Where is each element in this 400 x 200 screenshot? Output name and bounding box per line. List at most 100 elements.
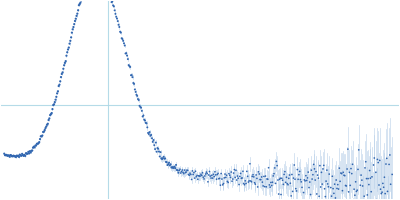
Point (128, 74, 134, 77)
Point (133, 93, 140, 96)
Point (339, 189, 346, 192)
Point (314, 192, 320, 196)
Point (383, 162, 389, 166)
Point (370, 163, 377, 167)
Point (324, 182, 331, 186)
Point (233, 169, 239, 172)
Point (268, 184, 275, 187)
Point (237, 175, 243, 178)
Point (122, 44, 128, 47)
Point (278, 177, 285, 180)
Point (381, 176, 388, 179)
Point (342, 184, 349, 187)
Point (161, 157, 168, 160)
Point (346, 190, 352, 193)
Point (349, 163, 356, 166)
Point (201, 177, 207, 181)
Point (150, 138, 157, 142)
Point (322, 195, 328, 198)
Point (49, 107, 56, 111)
Point (250, 173, 256, 176)
Point (242, 179, 248, 182)
Point (305, 171, 312, 174)
Point (8, 154, 14, 157)
Point (149, 137, 155, 140)
Point (137, 105, 144, 109)
Point (234, 174, 241, 178)
Point (44, 122, 51, 125)
Point (316, 195, 322, 198)
Point (167, 164, 173, 167)
Point (186, 174, 192, 177)
Point (374, 198, 380, 200)
Point (164, 161, 170, 164)
Point (42, 128, 48, 132)
Point (376, 183, 382, 187)
Point (333, 178, 340, 182)
Point (202, 172, 209, 176)
Point (284, 182, 290, 185)
Point (285, 183, 291, 186)
Point (44, 123, 50, 126)
Point (260, 184, 266, 188)
Point (14, 154, 21, 158)
Point (302, 179, 308, 182)
Point (236, 183, 242, 186)
Point (1, 152, 8, 155)
Point (329, 175, 336, 178)
Point (229, 180, 235, 183)
Point (199, 171, 206, 174)
Point (217, 184, 224, 187)
Point (366, 183, 372, 186)
Point (282, 170, 288, 173)
Point (178, 171, 184, 175)
Point (135, 97, 141, 101)
Point (159, 158, 165, 161)
Point (187, 172, 193, 175)
Point (359, 179, 365, 182)
Point (290, 190, 296, 193)
Point (194, 174, 200, 177)
Point (67, 39, 74, 42)
Point (264, 177, 270, 181)
Point (177, 168, 183, 171)
Point (380, 182, 386, 185)
Point (185, 173, 192, 176)
Point (58, 75, 64, 79)
Point (206, 170, 213, 173)
Point (184, 169, 191, 172)
Point (220, 182, 227, 185)
Point (212, 173, 219, 176)
Point (24, 152, 30, 155)
Point (60, 67, 66, 70)
Point (258, 178, 264, 181)
Point (9, 155, 15, 158)
Point (132, 88, 138, 91)
Point (246, 179, 252, 182)
Point (353, 190, 360, 193)
Point (210, 173, 216, 176)
Point (257, 178, 263, 181)
Point (304, 179, 310, 182)
Point (306, 180, 313, 184)
Point (128, 74, 135, 77)
Point (140, 114, 147, 117)
Point (247, 162, 253, 165)
Point (375, 161, 381, 164)
Point (278, 193, 284, 196)
Point (272, 166, 278, 170)
Point (218, 172, 224, 175)
Point (382, 192, 388, 195)
Point (206, 173, 212, 177)
Point (131, 82, 137, 86)
Point (108, 1, 115, 4)
Point (231, 168, 238, 171)
Point (168, 166, 174, 169)
Point (232, 176, 238, 179)
Point (315, 177, 322, 180)
Point (144, 126, 150, 129)
Point (12, 155, 18, 158)
Point (265, 166, 272, 169)
Point (243, 182, 249, 185)
Point (299, 186, 305, 189)
